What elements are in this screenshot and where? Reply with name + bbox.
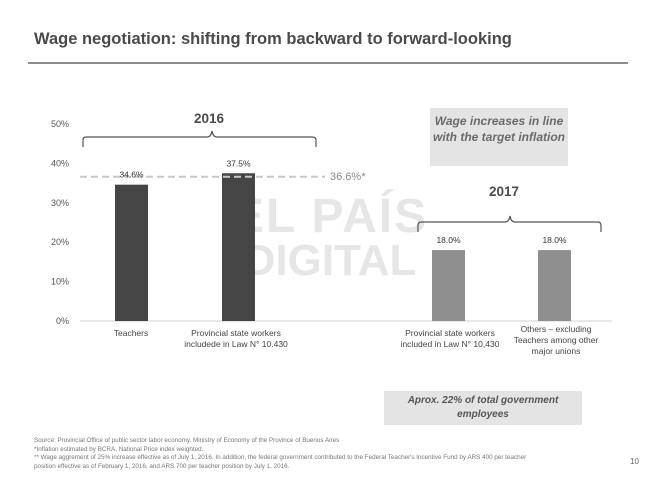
y-tick-label: 40%	[51, 158, 69, 168]
data-label: 34.6%	[119, 170, 144, 180]
data-label: 37.5%	[226, 158, 251, 168]
bar	[538, 250, 571, 321]
government-share-note: Aprox. 22% of total government employees	[384, 391, 582, 425]
footnote-wage-agreement-cont: position effective as of February 1, 201…	[34, 462, 290, 470]
y-tick-label: 20%	[51, 237, 69, 247]
y-axis: 0% 10% 20% 30% 40% 50%	[51, 119, 612, 326]
watermark: EL PAÍS DIGITAL	[220, 190, 440, 285]
year-label-2016: 2016	[194, 111, 225, 126]
footnote-wage-agreement: ** Wage aggrement of 25% increase effect…	[34, 454, 527, 461]
title-divider	[28, 62, 628, 64]
page-number: 10	[630, 457, 639, 466]
bars	[115, 173, 571, 321]
reference-line-label: 36.6%*	[330, 171, 366, 183]
watermark-line-1: EL PAÍS	[231, 190, 429, 243]
category-label-provincial-2017: Provincial state workers included in Law…	[400, 328, 500, 349]
target-inflation-note: Wage increases in line with the target i…	[430, 108, 568, 166]
value-labels: 34.6% 37.5% 18.0% 18.0%	[119, 158, 567, 245]
y-tick-label: 0%	[56, 316, 69, 326]
data-label: 18.0%	[542, 235, 567, 245]
footnote-inflation: *Inflation estimated by BCRA, National P…	[34, 445, 204, 453]
year-label-2017: 2017	[489, 184, 520, 199]
slide-title: Wage negotiation: shifting from backward…	[34, 30, 512, 48]
footnote-source: Source: Provincial Office of public sect…	[34, 437, 340, 444]
y-tick-label: 10%	[51, 277, 69, 287]
bar	[115, 184, 148, 321]
data-label: 18.0%	[436, 235, 461, 245]
bracket-2016	[82, 130, 317, 147]
bar	[432, 250, 465, 321]
category-label-others: Others – excluding Teachers among other …	[513, 324, 599, 356]
category-label-teachers: Teachers	[113, 328, 149, 338]
watermark-line-2: DIGITAL	[243, 236, 417, 285]
y-tick-label: 50%	[51, 119, 69, 129]
bracket-2017	[417, 215, 602, 232]
category-label-provincial-2016: Provincial state workers includede in La…	[184, 328, 288, 349]
bar	[222, 173, 255, 321]
y-tick-label: 30%	[51, 198, 69, 208]
